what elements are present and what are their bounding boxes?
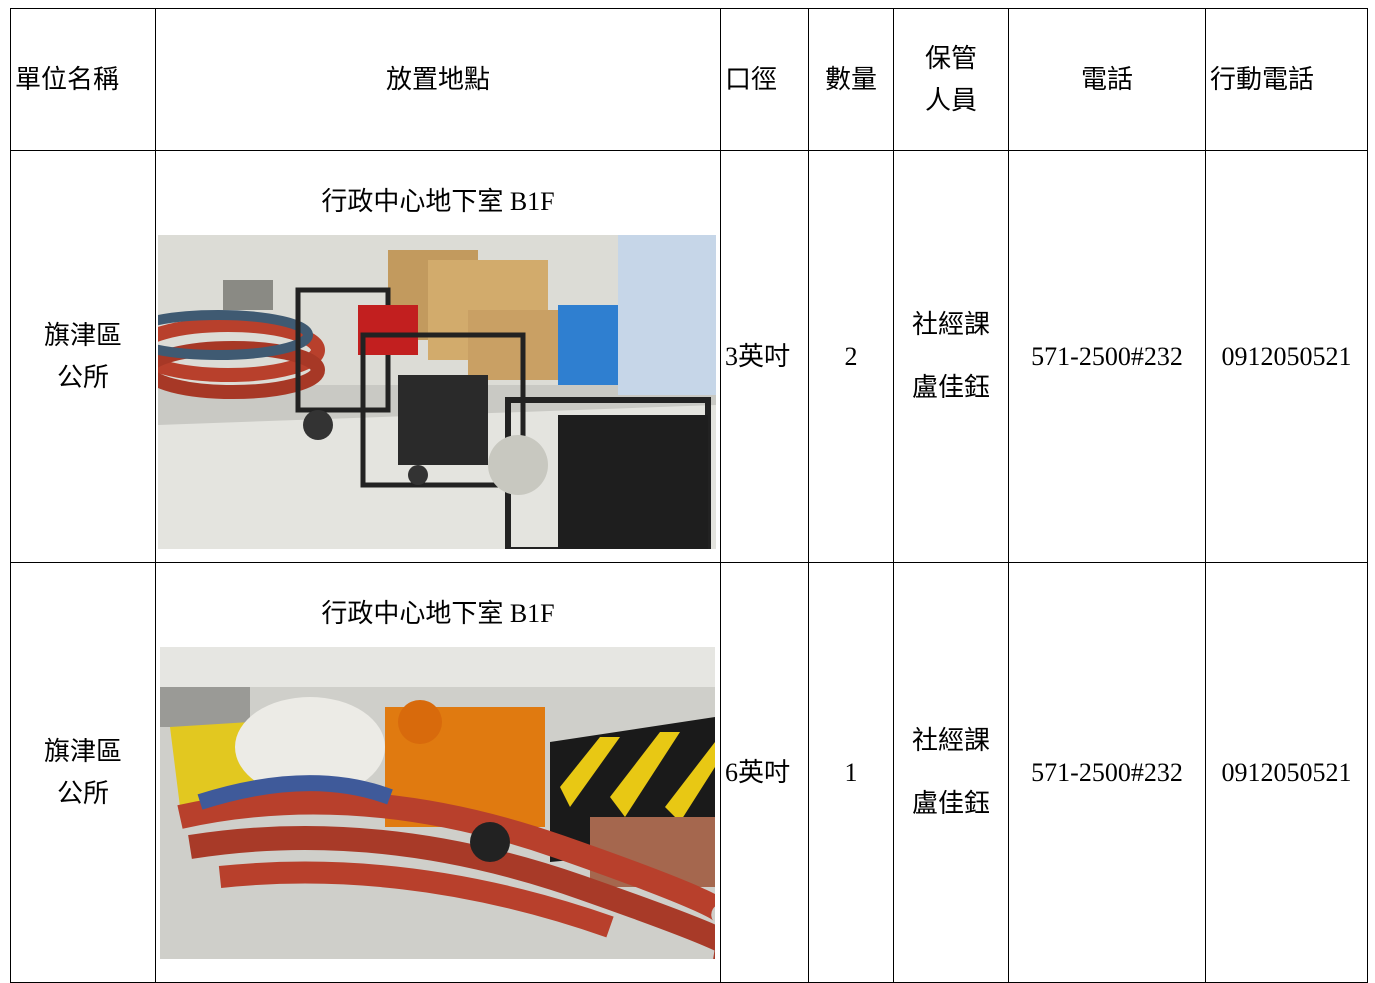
header-cell: 數量 — [808, 8, 894, 151]
caliber: 6英吋 — [720, 562, 809, 983]
header-line: 保管 — [924, 43, 977, 73]
unit-line: 公所 — [56, 778, 109, 808]
unit-cell: 旗津區 公所 — [10, 562, 156, 983]
custodian-line: 盧佳鈺 — [911, 372, 990, 402]
location: 行政中心地下室 B1F — [321, 187, 555, 216]
mobile: 0912050521 — [1205, 150, 1368, 563]
row: 旗津區公所 行政中心地下室 B1F — [10, 562, 1368, 983]
unit-line: 旗津區 — [43, 320, 122, 350]
equipment-table: 單位名稱 放置地點 口徑 數量 保管 人員 電話 行動電話 旗津區 公所 行政中心地… — [10, 8, 1368, 983]
unit-line: 旗津區 — [43, 736, 122, 766]
custodian-line: 社經課 — [911, 726, 990, 756]
location: 行政中心地下室 B1F — [321, 599, 555, 628]
header-line: 人員 — [924, 85, 977, 115]
header-cell: 單位名稱 — [10, 8, 156, 151]
quantity: 2 — [808, 150, 894, 563]
header-cell: 口徑 — [720, 8, 809, 151]
location-cell: 行政中心地下室 B1F — [155, 562, 721, 983]
custodian-line: 盧佳鈺 — [911, 788, 990, 818]
unit-line: 公所 — [56, 362, 109, 392]
mobile: 0912050521 — [1205, 562, 1368, 983]
header-cell: 放置地點 — [155, 8, 721, 151]
header-cell: 保管 人員 — [893, 8, 1009, 151]
header-row: 單位名稱 放置地點 口徑 數量 保管人員 電話 行動電話 — [10, 8, 1368, 151]
unit-cell: 旗津區 公所 — [10, 150, 156, 563]
phone: 571-2500#232 — [1008, 562, 1206, 983]
custodian-line: 社經課 — [911, 310, 990, 340]
header-cell: 行動電話 — [1205, 8, 1368, 151]
photo — [158, 234, 716, 549]
header-cell: 電話 — [1008, 8, 1206, 151]
custodian-cell: 社經課 盧佳鈺 — [893, 562, 1009, 983]
location-cell: 行政中心地下室 B1F — [155, 150, 721, 563]
custodian-cell: 社經課 盧佳鈺 — [893, 150, 1009, 563]
photo — [160, 646, 715, 959]
phone: 571-2500#232 — [1008, 150, 1206, 563]
quantity: 1 — [808, 562, 894, 983]
caliber: 3英吋 — [720, 150, 809, 563]
row: 旗津區公所 行政中心地下室 B1F — [10, 150, 1368, 563]
